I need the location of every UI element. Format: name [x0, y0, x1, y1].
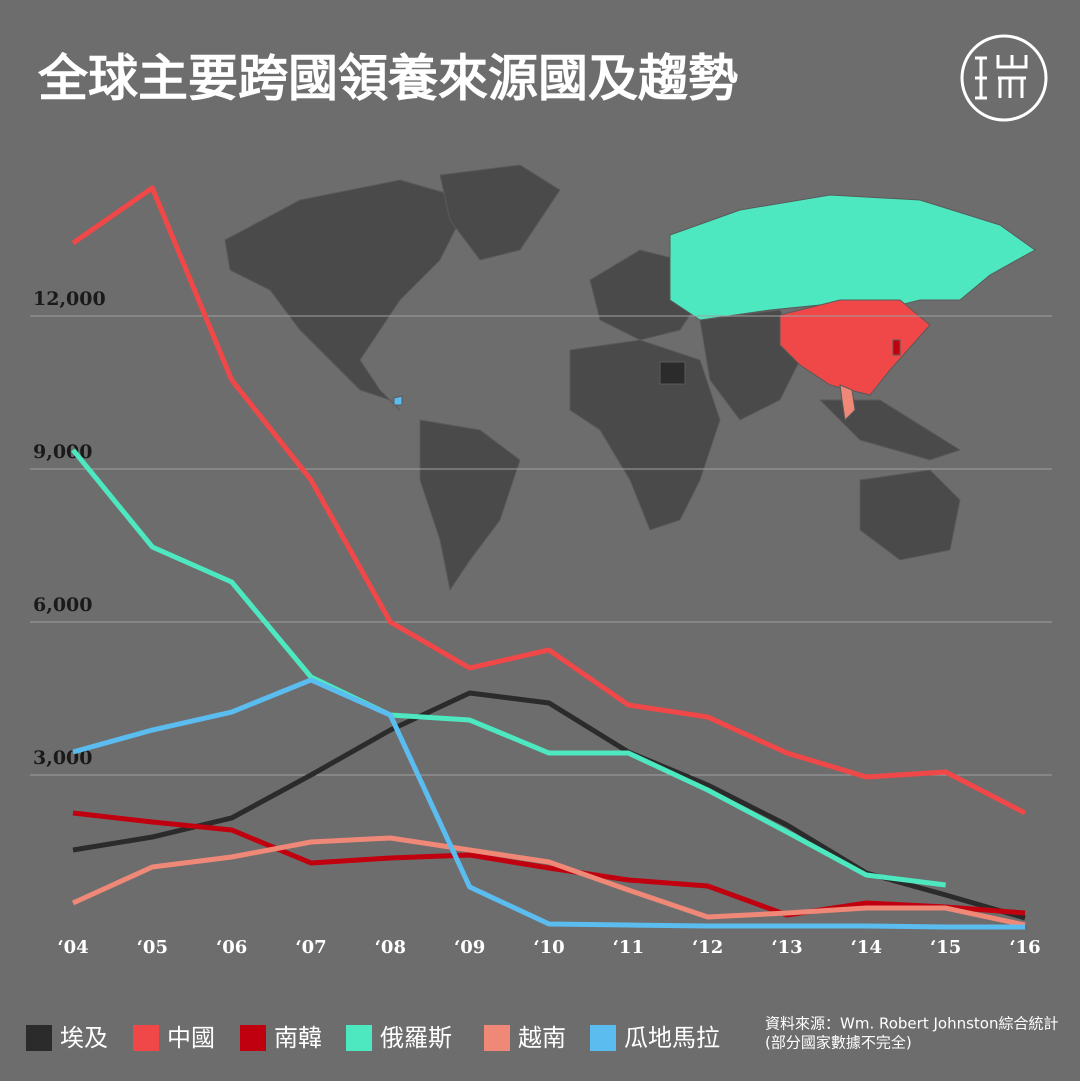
chart-title: 全球主要跨國領養來源國及趨勢 [37, 50, 738, 108]
x-tick-label: ‘09 [454, 937, 485, 958]
legend-swatch [133, 1025, 159, 1051]
y-tick-label: 6,000 [33, 594, 93, 616]
legend-swatch [346, 1025, 372, 1051]
legend-label: 越南 [518, 1024, 566, 1052]
x-tick-label: ‘14 [851, 937, 882, 958]
x-tick-label: ‘12 [692, 937, 723, 958]
x-tick-label: ‘15 [930, 937, 961, 958]
x-tick-label: ‘16 [1009, 937, 1040, 958]
legend-label: 埃及 [60, 1024, 108, 1052]
series-line [72, 690, 1026, 921]
legend-label: 南韓 [274, 1024, 322, 1052]
x-tick-label: ‘04 [57, 937, 88, 958]
series-line [72, 677, 1025, 930]
legend-label: 瓜地馬拉 [624, 1024, 720, 1052]
series-line [71, 835, 1026, 928]
world-map [224, 164, 1036, 592]
x-tick-label: ‘10 [533, 937, 564, 958]
source: 資料來源：Wm. Robert Johnston綜合統計 [765, 1015, 1058, 1033]
x-tick-label: ‘05 [137, 937, 168, 958]
legend-label: 中國 [167, 1024, 215, 1052]
x-tick-label: ‘11 [613, 937, 644, 958]
x-tick-label: ‘06 [216, 937, 247, 958]
note: (部分國家數據不完全) [765, 1034, 912, 1052]
series-line [71, 185, 1027, 816]
legend-swatch [240, 1025, 266, 1051]
x-tick-label: ‘08 [375, 937, 406, 958]
legend-label: 俄羅斯 [380, 1024, 452, 1052]
x-tick-label: ‘13 [771, 937, 802, 958]
legend-swatch [590, 1025, 616, 1051]
y-tick-label: 12,000 [33, 288, 106, 310]
x-tick-label: ‘07 [295, 937, 326, 958]
series-line [71, 448, 946, 888]
series-line [72, 810, 1026, 918]
legend-swatch [484, 1025, 510, 1051]
logo [960, 34, 1048, 122]
legend-swatch [26, 1025, 52, 1051]
